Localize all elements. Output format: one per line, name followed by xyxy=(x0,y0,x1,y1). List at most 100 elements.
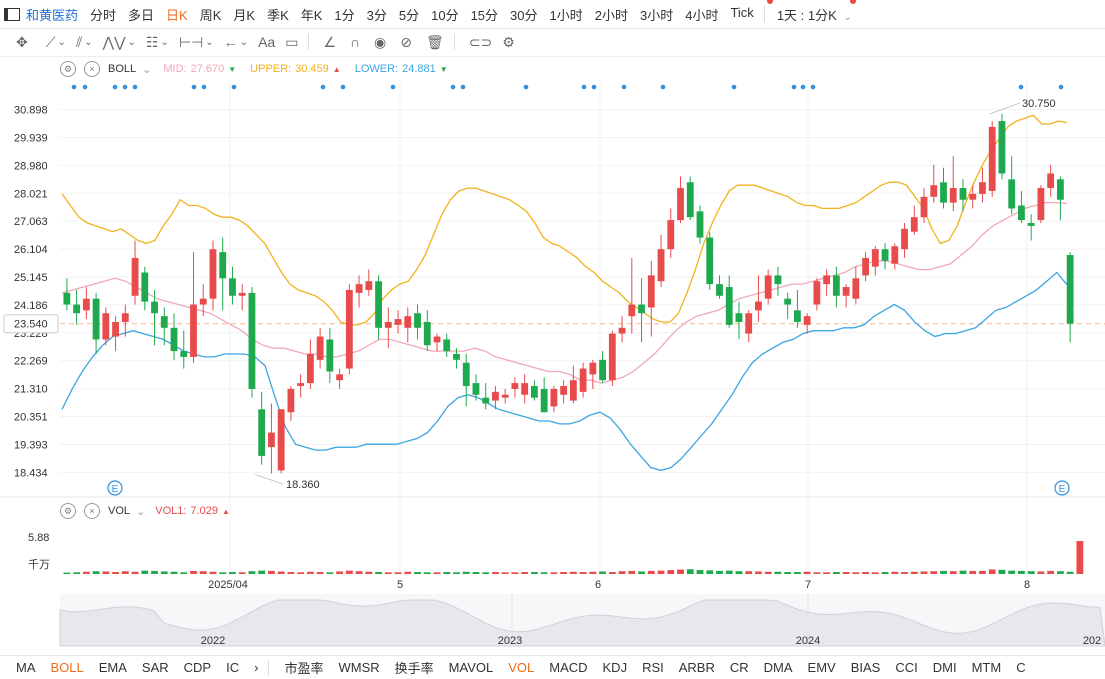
indicator-tab[interactable]: MAVOL xyxy=(448,660,494,675)
candle xyxy=(852,266,860,305)
indicator-tab[interactable]: CCI xyxy=(895,660,918,675)
tab-timeframe[interactable]: 日K xyxy=(166,7,188,23)
candle-body xyxy=(316,336,324,360)
candle xyxy=(979,167,986,203)
stock-name[interactable]: 和黄医药 xyxy=(26,7,79,23)
tab-timeframe[interactable]: 15分 xyxy=(470,7,499,23)
tab-timeframe[interactable]: 2小时 xyxy=(594,7,628,23)
tab-timeframe[interactable]: 月K xyxy=(233,7,256,23)
comment-icon[interactable]: ▭ xyxy=(285,33,299,50)
candle xyxy=(930,164,938,203)
channel-icon[interactable]: ⫽ xyxy=(75,33,83,50)
indicator-tab[interactable]: C xyxy=(1016,660,1026,675)
indicator-tab[interactable]: MACD xyxy=(549,660,588,675)
indicator-tab[interactable]: MA xyxy=(16,660,36,675)
indicator-tab[interactable]: EMA xyxy=(98,660,127,675)
indicator-tab[interactable]: 换手率 xyxy=(394,661,434,676)
candle-body xyxy=(511,383,519,389)
magnet-icon[interactable]: ∩ xyxy=(349,34,361,50)
indicator-tab[interactable]: IC xyxy=(226,660,240,675)
chevron-down-icon[interactable]: ⌄ xyxy=(142,63,152,76)
tab-timeframe[interactable]: 多日 xyxy=(128,7,155,23)
event-dot xyxy=(460,84,466,90)
indicator-tab[interactable]: EMV xyxy=(807,660,836,675)
chevron-down-icon[interactable]: ⌄ xyxy=(205,36,214,48)
candle xyxy=(910,205,918,235)
indicator-tab[interactable]: ARBR xyxy=(678,660,715,675)
crosshair-icon[interactable]: ✥ xyxy=(16,33,28,50)
gear-icon[interactable]: ⚙ xyxy=(60,503,76,519)
tab-timeframe[interactable]: 10分 xyxy=(431,7,459,23)
candle-body xyxy=(832,275,840,296)
chevron-down-icon[interactable]: ⌄ xyxy=(84,36,93,48)
volume-bar xyxy=(521,572,529,574)
volume-bar xyxy=(638,571,645,574)
chevron-down-icon[interactable]: ⌄ xyxy=(160,36,169,48)
tab-timeframe[interactable]: 年K xyxy=(300,7,323,23)
trash-icon[interactable]: 🗑 xyxy=(426,33,444,50)
zigzag-icon[interactable]: ⋀⋁ xyxy=(102,33,126,50)
min-leader xyxy=(254,474,284,485)
chevron-down-icon[interactable]: ⌄ xyxy=(127,36,136,48)
candle xyxy=(394,310,402,334)
tab-timeframe[interactable]: 周K xyxy=(199,7,222,23)
trendline-icon[interactable]: ⟋ xyxy=(45,33,56,50)
tab-timeframe[interactable]: 3小时 xyxy=(639,7,674,23)
chevron-right-icon[interactable]: › xyxy=(254,660,259,675)
hide-icon[interactable]: ⊘ xyxy=(400,33,412,50)
indicator-tab[interactable]: DMI xyxy=(932,660,957,675)
indicator-tab[interactable]: RSI xyxy=(642,660,664,675)
compare-icon[interactable]: ⊂⊃ xyxy=(468,33,493,50)
close-icon[interactable]: × xyxy=(84,503,100,519)
tab-timeframe[interactable]: 分时 xyxy=(90,7,117,23)
boll-label[interactable]: BOLL xyxy=(108,63,137,75)
chevron-down-icon[interactable]: ⌄ xyxy=(136,505,146,518)
indicator-tab[interactable]: WMSR xyxy=(338,660,380,675)
upper-label: UPPER: xyxy=(250,63,292,75)
indicator-tab[interactable]: 市盈率 xyxy=(284,661,324,676)
tab-timeframe[interactable]: 30分 xyxy=(510,7,538,23)
event-dot xyxy=(731,84,737,90)
chevron-down-icon[interactable]: ⌄ xyxy=(239,36,249,48)
chart-canvas[interactable]: 2022 2023 2024 202 30.898 29.939 28.980 28.021… xyxy=(0,0,1105,655)
indicator-tab[interactable]: VOL xyxy=(508,660,535,675)
angle-icon[interactable]: ∠ xyxy=(323,33,336,50)
candle-body xyxy=(414,313,421,328)
fibonacci-icon[interactable]: ☷ xyxy=(145,33,159,50)
y-tick-label: 28.021 xyxy=(14,188,48,200)
indicator-tab[interactable]: KDJ xyxy=(602,660,628,675)
sidebar-toggle-icon[interactable] xyxy=(4,7,20,21)
max-price-label: 30.750 xyxy=(1022,98,1056,110)
text-tool[interactable]: Aa xyxy=(258,34,276,50)
earnings-marker-label: E xyxy=(112,484,119,495)
tab-timeframe[interactable]: 1小时 xyxy=(549,7,583,23)
candle xyxy=(1066,252,1074,343)
candle xyxy=(530,380,538,401)
indicator-tab[interactable]: CDP xyxy=(183,660,212,675)
divider xyxy=(268,659,270,676)
indicator-tab[interactable]: BOLL xyxy=(50,660,84,675)
indicator-tab[interactable]: BIAS xyxy=(850,660,881,675)
indicator-tab[interactable]: DMA xyxy=(763,660,793,675)
arrow-left-icon[interactable]: ← xyxy=(223,34,238,50)
vol-label[interactable]: VOL xyxy=(108,505,131,517)
tab-timeframe[interactable]: 4小时 xyxy=(685,7,719,23)
gear-icon[interactable]: ⚙ xyxy=(502,33,515,50)
gear-icon[interactable]: ⚙ xyxy=(60,61,76,77)
indicator-tab[interactable]: CR xyxy=(729,660,749,675)
chevron-down-icon[interactable]: ⌄ xyxy=(57,36,66,48)
eye-icon[interactable]: ◉ xyxy=(374,33,387,50)
tab-timeframe[interactable]: Tick xyxy=(730,4,754,20)
indicator-tab[interactable]: MTM xyxy=(971,660,1002,675)
close-icon[interactable]: × xyxy=(84,61,100,77)
tab-timeframe[interactable]: 3分 xyxy=(366,7,387,23)
tab-timeframe[interactable]: 1分 xyxy=(334,7,355,23)
measure-icon[interactable]: ⊢⊣ xyxy=(178,33,204,50)
indicator-tab[interactable]: SAR xyxy=(141,660,169,675)
timeframe-setting-dropdown[interactable]: 1天 : 1分K ⌄ xyxy=(777,5,852,24)
overview-navigator[interactable]: 2022 2023 2024 202 xyxy=(59,594,1105,647)
volume-bar xyxy=(511,572,519,574)
tab-timeframe[interactable]: 季K xyxy=(267,7,289,23)
tab-timeframe[interactable]: 5分 xyxy=(398,7,420,23)
vol1-value: 7.029 xyxy=(190,505,218,517)
